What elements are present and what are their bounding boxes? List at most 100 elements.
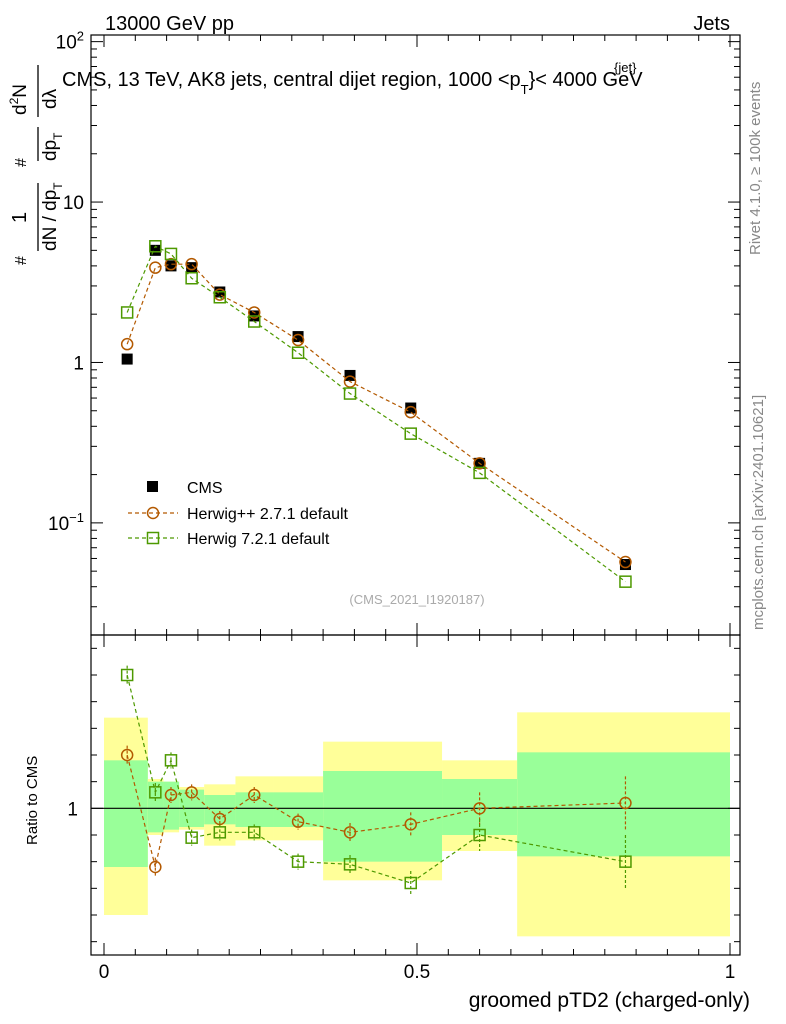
legend: CMS Herwig++ 2.7.1 default Herwig 7.2.1 … (128, 480, 349, 548)
ratio-herwigpp-point (120, 748, 134, 762)
ratio-herwig7-point (619, 855, 632, 868)
x-tick-label: 1 (725, 962, 736, 983)
ylabel-one: 1 (9, 212, 31, 223)
main-herwigpp-point (120, 337, 134, 351)
main-y-tick-label: 102 (56, 29, 84, 54)
ratio-ylabel: Ratio to CMS (24, 756, 41, 845)
ylabel-dpt-text: dp (40, 140, 61, 161)
ratio-band-inner (104, 760, 148, 867)
x-axis-label: groomed pTD2 (charged-only) (469, 989, 750, 1012)
ylabel-d: d (10, 104, 31, 115)
main-cms-point (292, 331, 304, 343)
ratio-herwig7-point (343, 858, 357, 871)
main-herwig7-point (473, 466, 486, 480)
main-ylabel: # 1 dN / dpT # dpT d2N dλ (7, 65, 65, 265)
ratio-series (120, 665, 632, 895)
ylabel-dn-dp: dN / dp (40, 190, 61, 251)
header-left: 13000 GeV pp (105, 13, 234, 35)
main-herwig7-point (343, 387, 357, 400)
main-cms-point (149, 244, 161, 256)
main-herwig7-point (120, 306, 134, 319)
ratio-herwigpp-point (149, 860, 162, 874)
legend-h2-label: Herwig++ 2.7.1 default (187, 506, 349, 523)
ratio-herwigpp-point (473, 802, 486, 815)
plot-frames (90, 34, 741, 956)
ratio-herwigpp-point (164, 788, 178, 802)
ratio-herwigpp-point (404, 818, 417, 831)
ylabel-pt-sub: T (51, 182, 65, 190)
rivet-label: Rivet 4.1.0, ≥ 100k events (747, 82, 764, 255)
ratio-herwig7-point (185, 831, 198, 844)
main-herwigpp-point (343, 375, 357, 388)
tick-base: 10 (56, 33, 77, 54)
tick-exponent: −1 (69, 510, 84, 525)
ratio-herwigpp-point (291, 815, 305, 828)
main-herwigpp-point (247, 306, 261, 319)
title-sub: T (521, 82, 529, 97)
ratio-band-inner (163, 781, 180, 830)
main-herwig7-point (213, 291, 227, 304)
header-right: Jets (693, 13, 730, 35)
ratio-herwigpp-point (247, 788, 261, 802)
ratio-uncertainty-bands (104, 712, 730, 937)
ratio-herwig7-point (164, 754, 178, 767)
ylabel-d2n: d2N (7, 84, 31, 115)
main-herwig7-point (291, 346, 305, 359)
main-herwig7-point (404, 427, 417, 440)
main-cms-point (121, 353, 133, 365)
ylabel-d-sup: 2 (7, 97, 21, 104)
ratio-plot-frame (90, 634, 741, 956)
main-cms-point (165, 260, 177, 272)
ylabel-dpt: dpT (40, 132, 65, 161)
legend-h2-marker (146, 506, 160, 520)
ratio-herwig7-point (213, 826, 227, 839)
ratio-y-tick-label: 1 (67, 799, 78, 820)
ylabel-n: N (10, 84, 31, 98)
main-cms-point (405, 402, 417, 414)
main-herwig7-point (619, 575, 632, 588)
main-herwigpp-point (291, 333, 305, 347)
ylabel-dlambda: dλ (40, 88, 61, 109)
title-main: CMS, 13 TeV, AK8 jets, central dijet reg… (62, 69, 521, 91)
ratio-herwigpp-point (185, 786, 198, 799)
ratio-herwig7-point (291, 855, 305, 868)
ratio-herwig7-point (404, 876, 417, 890)
title-sup: {jet} (614, 60, 637, 75)
legend-h7-label: Herwig 7.2.1 default (187, 531, 330, 548)
ratio-herwig7-point (247, 826, 261, 839)
main-y-tick-label: 1 (73, 353, 84, 374)
ylabel-hash-2: # (13, 158, 30, 167)
ratio-herwig7-point (473, 828, 486, 842)
main-cms-point (619, 559, 631, 571)
mcplots-label: mcplots.cern.ch [arXiv:2401.10621] (750, 395, 767, 630)
tick-exponent: 2 (77, 29, 84, 44)
plot-title: CMS, 13 TeV, AK8 jets, central dijet reg… (62, 69, 643, 97)
legend-h7-marker (146, 531, 160, 545)
main-y-tick-label: 10 (63, 193, 84, 214)
main-series (120, 240, 632, 588)
legend-cms-marker (147, 481, 158, 492)
main-y-tick-label: 10−1 (48, 510, 84, 535)
ratio-herwig7-point (149, 786, 162, 799)
title-end: }< 4000 GeV (529, 69, 644, 91)
ylabel-denominator: dN / dpT (40, 182, 65, 251)
legend-cms-label: CMS (187, 480, 223, 497)
main-herwigpp-point (185, 257, 198, 271)
ratio-band-inner (323, 771, 443, 862)
ratio-band-inner (517, 752, 730, 857)
main-herwig7-point (164, 247, 178, 261)
main-cms-point (186, 262, 198, 274)
main-herwigpp-point (149, 261, 162, 274)
main-herwig7-point (247, 315, 261, 328)
main-herwig7-point (185, 271, 198, 285)
tick-base: 10 (48, 514, 69, 535)
main-herwigpp-point (473, 457, 486, 470)
main-herwigpp-point (404, 405, 417, 419)
ylabel-dpt-sub: T (51, 132, 65, 140)
x-tick-label: 0 (99, 962, 110, 983)
x-tick-label: 0.5 (404, 962, 430, 983)
ylabel-hash-1: # (13, 256, 30, 265)
main-herwig7-line (126, 245, 626, 583)
